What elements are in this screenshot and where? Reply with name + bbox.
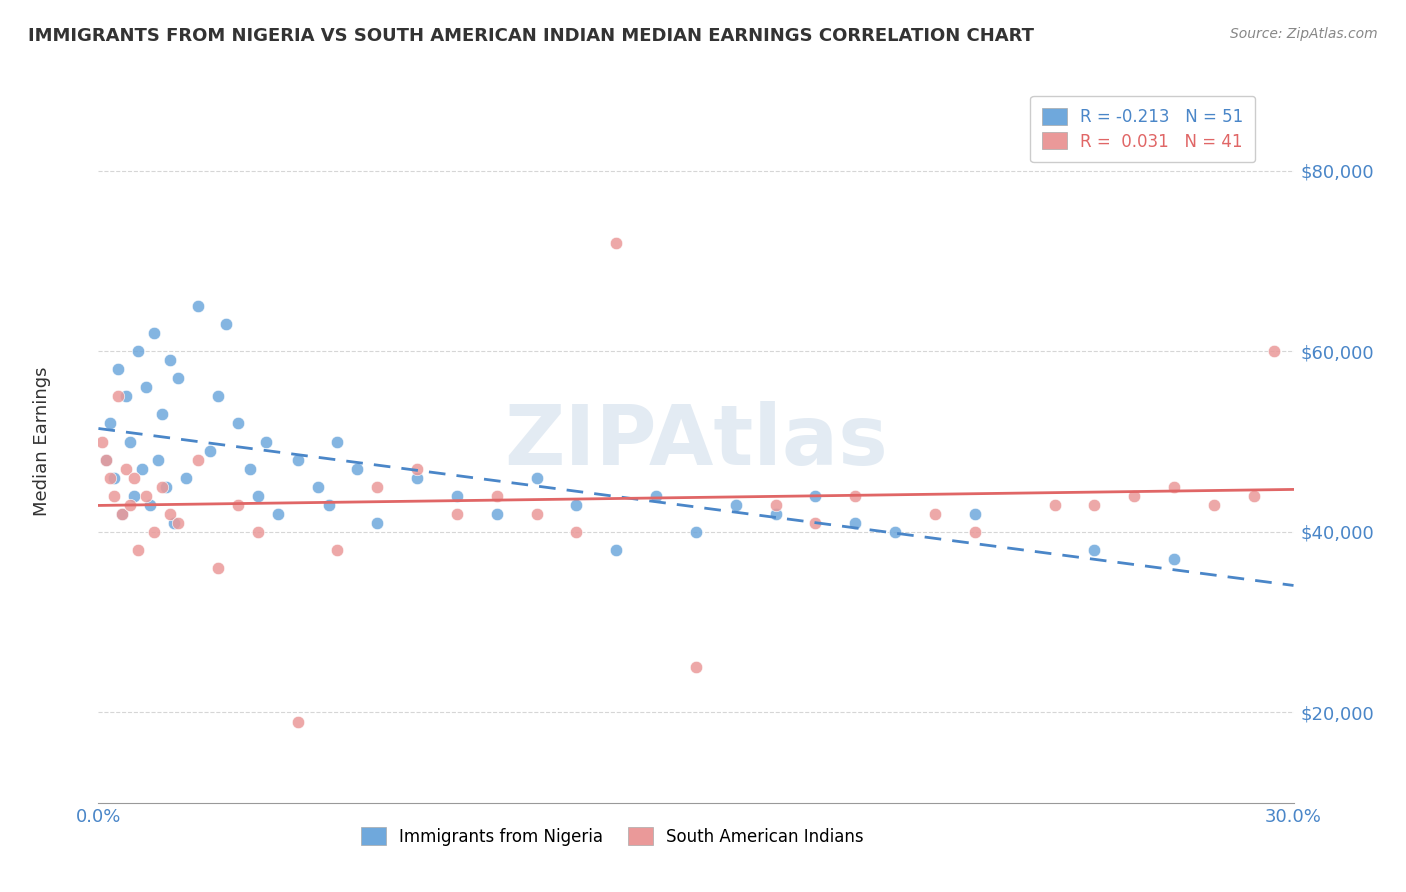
Point bbox=[1043, 498, 1066, 512]
Point bbox=[318, 498, 340, 512]
Point bbox=[605, 235, 627, 250]
Text: IMMIGRANTS FROM NIGERIA VS SOUTH AMERICAN INDIAN MEDIAN EARNINGS CORRELATION CHA: IMMIGRANTS FROM NIGERIA VS SOUTH AMERICA… bbox=[28, 27, 1035, 45]
Point bbox=[924, 507, 946, 521]
Point bbox=[187, 452, 209, 467]
Point bbox=[107, 389, 129, 403]
Point bbox=[246, 489, 269, 503]
Point bbox=[143, 326, 166, 340]
Point bbox=[565, 524, 588, 539]
Point bbox=[143, 524, 166, 539]
Point bbox=[187, 299, 209, 313]
Point bbox=[111, 507, 134, 521]
Y-axis label: Median Earnings: Median Earnings bbox=[32, 367, 51, 516]
Point bbox=[804, 516, 827, 530]
Point bbox=[139, 498, 162, 512]
Point bbox=[326, 434, 349, 449]
Point bbox=[96, 452, 118, 467]
Point bbox=[804, 489, 827, 503]
Point bbox=[1202, 498, 1225, 512]
Point bbox=[148, 452, 170, 467]
Point bbox=[150, 480, 173, 494]
Point bbox=[155, 480, 177, 494]
Point bbox=[605, 542, 627, 557]
Point bbox=[198, 443, 221, 458]
Point bbox=[406, 470, 429, 484]
Point bbox=[207, 389, 229, 403]
Point bbox=[685, 660, 707, 674]
Point bbox=[111, 507, 134, 521]
Point bbox=[366, 516, 388, 530]
Point bbox=[159, 353, 181, 368]
Point bbox=[163, 516, 186, 530]
Point bbox=[884, 524, 907, 539]
Text: Source: ZipAtlas.com: Source: ZipAtlas.com bbox=[1230, 27, 1378, 41]
Point bbox=[103, 470, 125, 484]
Point bbox=[1083, 498, 1105, 512]
Point bbox=[1123, 489, 1146, 503]
Point bbox=[346, 461, 368, 475]
Point bbox=[287, 452, 309, 467]
Point bbox=[326, 542, 349, 557]
Point bbox=[844, 489, 866, 503]
Point bbox=[963, 507, 986, 521]
Point bbox=[724, 498, 747, 512]
Point bbox=[526, 507, 548, 521]
Point bbox=[1083, 542, 1105, 557]
Point bbox=[215, 317, 238, 331]
Point bbox=[174, 470, 197, 484]
Point bbox=[1263, 344, 1285, 359]
Point bbox=[765, 498, 787, 512]
Point bbox=[526, 470, 548, 484]
Point bbox=[485, 507, 508, 521]
Point bbox=[963, 524, 986, 539]
Point bbox=[150, 408, 173, 422]
Point bbox=[96, 452, 118, 467]
Point bbox=[685, 524, 707, 539]
Point bbox=[159, 507, 181, 521]
Point bbox=[107, 362, 129, 376]
Point bbox=[254, 434, 277, 449]
Point bbox=[565, 498, 588, 512]
Point bbox=[115, 461, 138, 475]
Point bbox=[124, 489, 146, 503]
Point bbox=[226, 498, 249, 512]
Point bbox=[98, 417, 122, 431]
Text: ZIPAtlas: ZIPAtlas bbox=[503, 401, 889, 482]
Point bbox=[226, 417, 249, 431]
Point bbox=[446, 489, 468, 503]
Point bbox=[91, 434, 114, 449]
Legend: Immigrants from Nigeria, South American Indians: Immigrants from Nigeria, South American … bbox=[354, 821, 870, 852]
Point bbox=[307, 480, 329, 494]
Point bbox=[239, 461, 262, 475]
Point bbox=[645, 489, 668, 503]
Point bbox=[167, 516, 190, 530]
Point bbox=[124, 470, 146, 484]
Point bbox=[120, 498, 142, 512]
Point bbox=[1163, 552, 1185, 566]
Point bbox=[115, 389, 138, 403]
Point bbox=[207, 561, 229, 575]
Point bbox=[127, 542, 149, 557]
Point bbox=[120, 434, 142, 449]
Point bbox=[246, 524, 269, 539]
Point bbox=[135, 380, 157, 394]
Point bbox=[844, 516, 866, 530]
Point bbox=[1243, 489, 1265, 503]
Point bbox=[765, 507, 787, 521]
Point bbox=[366, 480, 388, 494]
Point bbox=[287, 714, 309, 729]
Point bbox=[98, 470, 122, 484]
Point bbox=[127, 344, 149, 359]
Point bbox=[485, 489, 508, 503]
Point bbox=[267, 507, 290, 521]
Point bbox=[406, 461, 429, 475]
Point bbox=[446, 507, 468, 521]
Point bbox=[131, 461, 153, 475]
Point bbox=[167, 371, 190, 385]
Point bbox=[1163, 480, 1185, 494]
Point bbox=[103, 489, 125, 503]
Point bbox=[135, 489, 157, 503]
